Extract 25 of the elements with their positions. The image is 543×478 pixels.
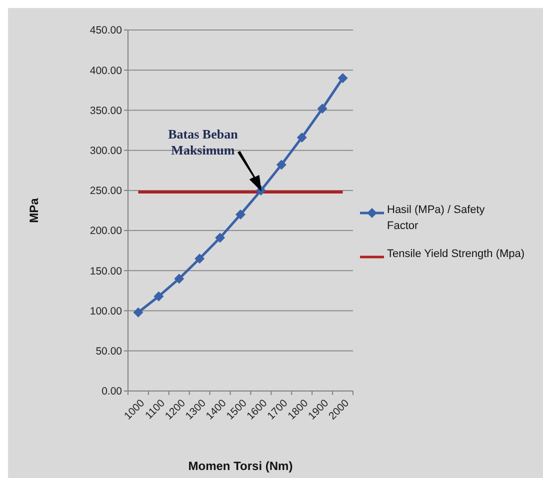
point (296, 132, 307, 142)
point (276, 160, 286, 170)
y-tick-label: 250.00 (90, 185, 122, 198)
y-tick-label: 300.00 (90, 145, 122, 158)
point (215, 232, 226, 243)
point (317, 104, 328, 114)
x-axis-title: Momen Torsi (Nm) (188, 459, 293, 473)
point (194, 254, 205, 264)
legend-label: Tensile Yield Strength (Mpa) (387, 248, 525, 260)
point (174, 274, 184, 284)
y-tick-label: 450.00 (90, 24, 122, 37)
y-tick-label: 100.00 (90, 305, 122, 318)
point (338, 73, 348, 84)
point (236, 210, 246, 220)
y-tick-label: 400.00 (90, 64, 122, 77)
y-tick-label: 200.00 (90, 225, 122, 238)
point (133, 307, 144, 318)
legend-label: Hasil (MPa) / Safety Factor (387, 204, 486, 232)
y-axis-title: MPa (27, 198, 41, 223)
point (154, 291, 164, 302)
annotation: Batas Beban Maksimum (168, 126, 239, 158)
y-tick-label: 150.00 (90, 265, 122, 278)
y-tick-label: 50.00 (96, 346, 122, 358)
y-tick-label: 0.00 (102, 386, 122, 398)
y-tick-label: 350.00 (90, 104, 122, 117)
